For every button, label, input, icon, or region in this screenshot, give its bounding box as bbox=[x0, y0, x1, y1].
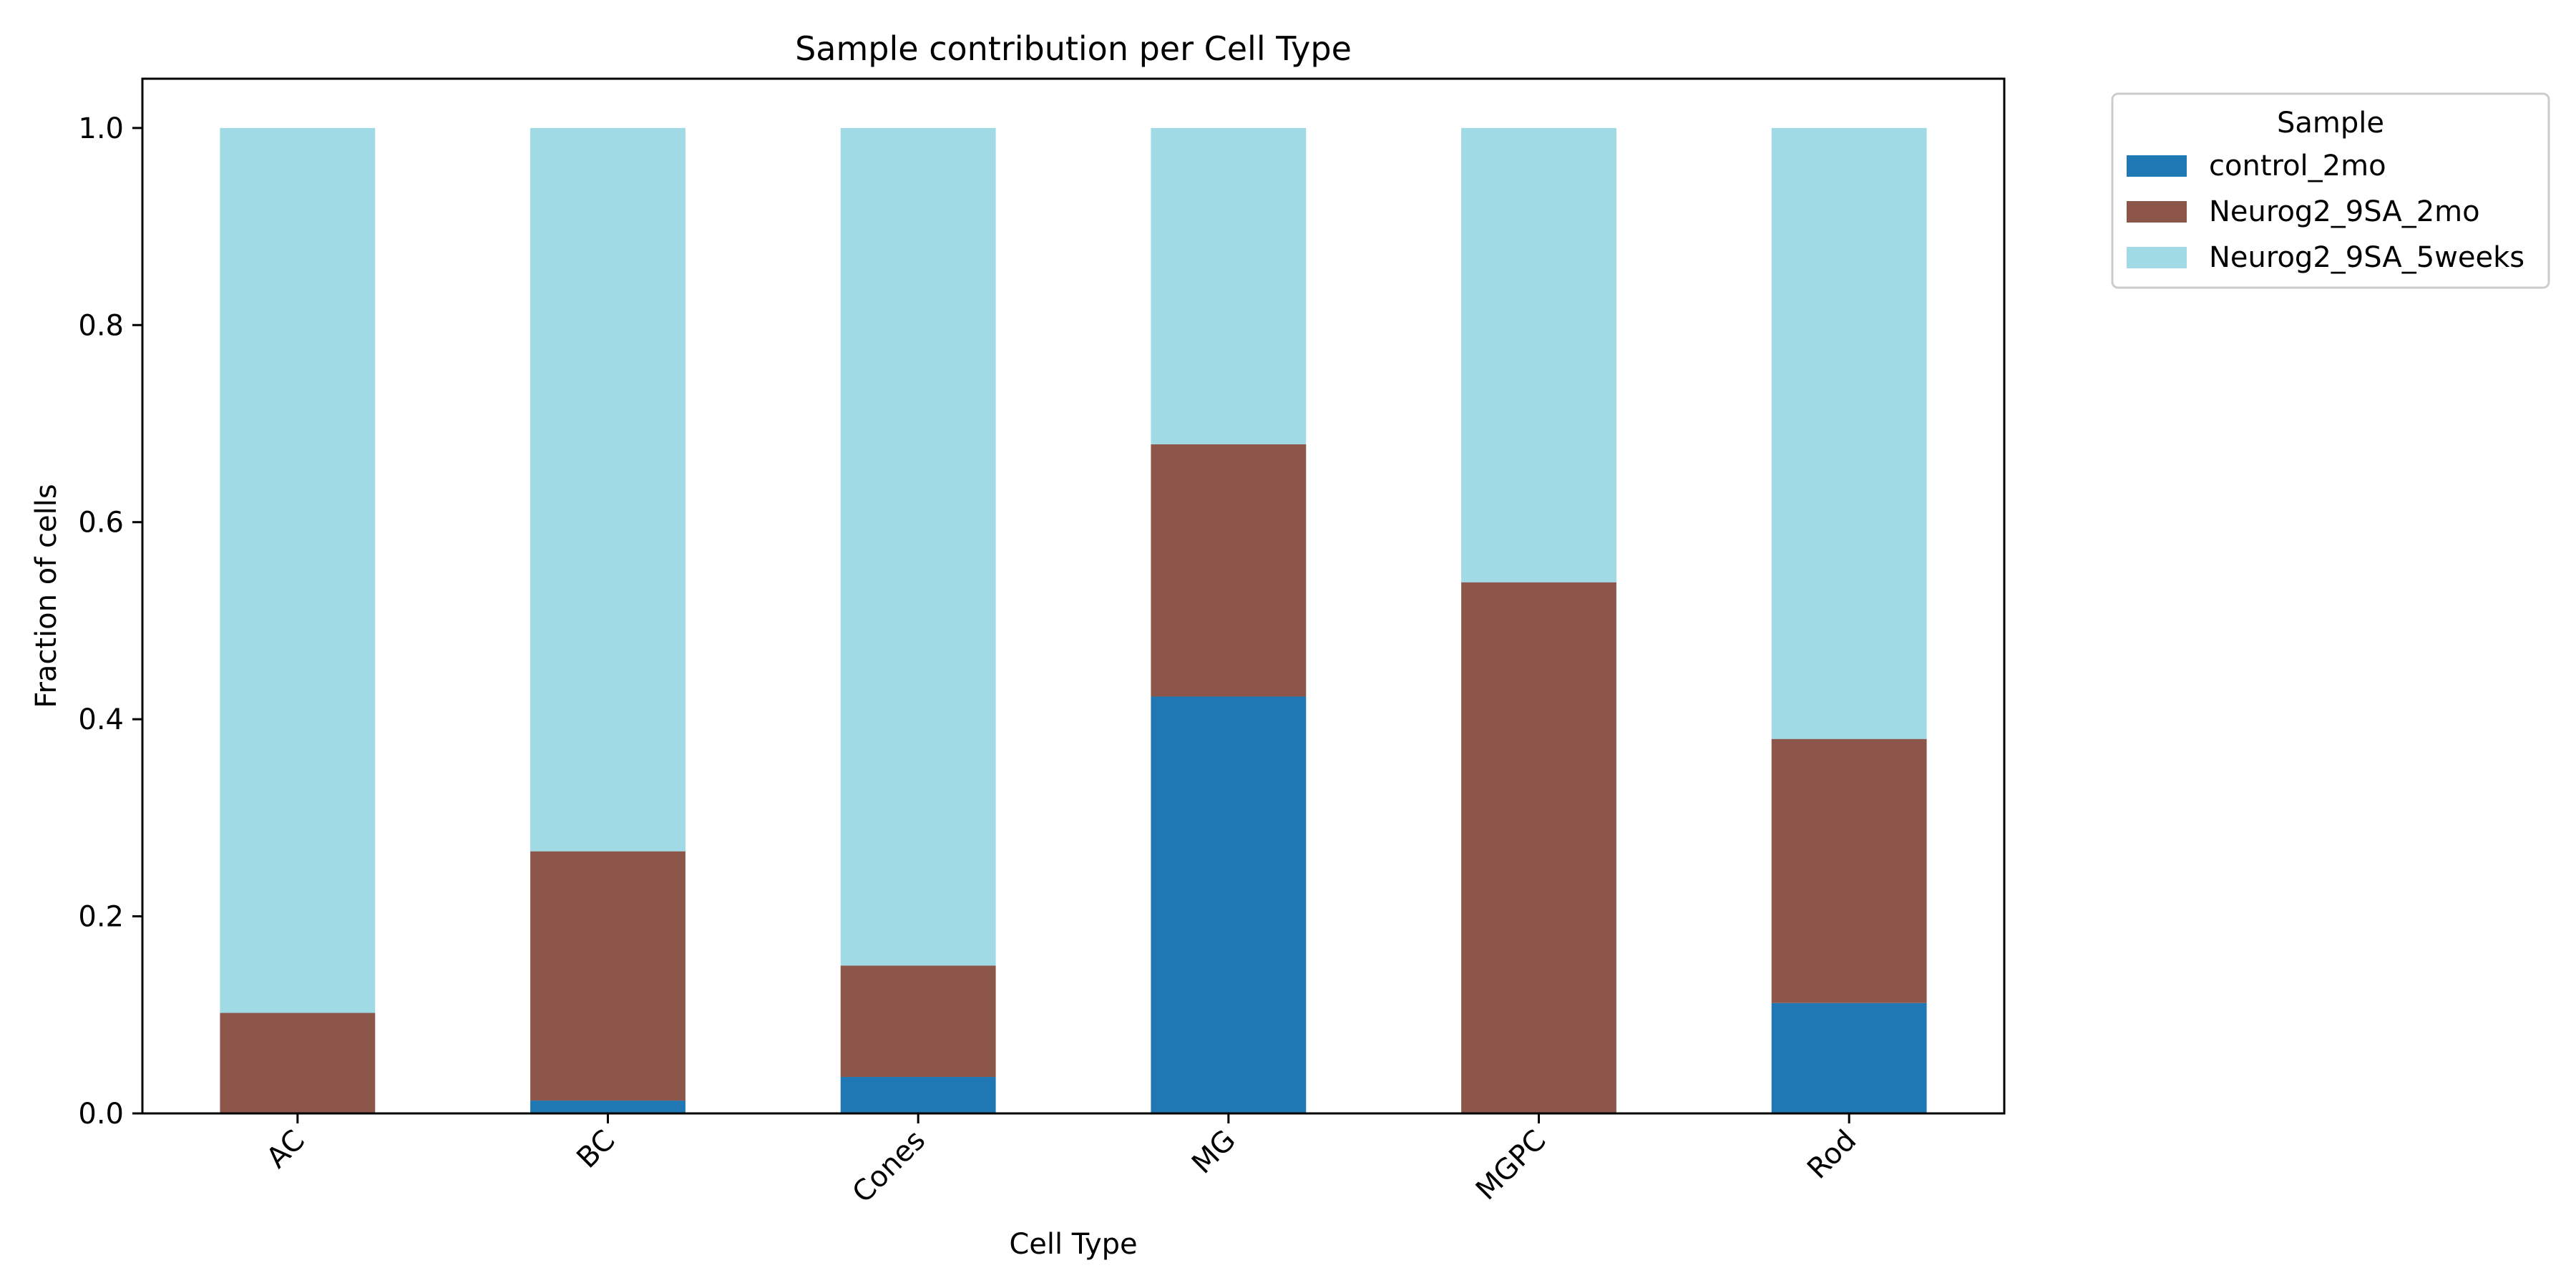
bar-ac-neurog2_9sa_2mo bbox=[220, 1013, 376, 1113]
legend-label-neurog2_9sa_5weeks: Neurog2_9SA_5weeks bbox=[2209, 241, 2524, 274]
legend-label-neurog2_9sa_2mo: Neurog2_9SA_2mo bbox=[2209, 195, 2480, 228]
y-tick-label: 0.4 bbox=[78, 703, 124, 736]
y-axis-label: Fraction of cells bbox=[30, 484, 63, 708]
x-axis-label: Cell Type bbox=[1009, 1228, 1137, 1261]
legend-label-control_2mo: control_2mo bbox=[2209, 150, 2386, 182]
bar-bc-neurog2_9sa_5weeks bbox=[530, 127, 686, 852]
legend-title: Sample bbox=[2277, 107, 2384, 140]
y-tick-label: 0.0 bbox=[78, 1098, 124, 1131]
bar-cones-neurog2_9sa_2mo bbox=[840, 965, 996, 1078]
bar-rod-control_2mo bbox=[1771, 1002, 1927, 1113]
plot-area bbox=[220, 127, 1927, 1113]
y-tick-label: 0.2 bbox=[78, 901, 124, 934]
y-tick-label: 1.0 bbox=[78, 112, 124, 145]
plot-frame bbox=[141, 77, 2006, 1115]
bar-mg-control_2mo bbox=[1151, 696, 1307, 1113]
chart-title: Sample contribution per Cell Type bbox=[795, 29, 1352, 68]
bar-mg-neurog2_9sa_5weeks bbox=[1151, 127, 1307, 444]
legend-swatch-neurog2_9sa_2mo bbox=[2127, 201, 2187, 223]
bar-mgpc-neurog2_9sa_5weeks bbox=[1461, 127, 1616, 582]
bar-mg-neurog2_9sa_2mo bbox=[1151, 444, 1307, 697]
bar-rod-neurog2_9sa_2mo bbox=[1771, 738, 1927, 1003]
bar-rod-neurog2_9sa_5weeks bbox=[1771, 127, 1927, 739]
legend: Sample control_2mo Neurog2_9SA_2mo Neurog2_… bbox=[2111, 92, 2550, 289]
y-axis: 0.0 0.2 0.4 0.6 0.8 1.0 bbox=[78, 112, 142, 1131]
bar-cones-neurog2_9sa_5weeks bbox=[840, 127, 996, 966]
bar-mgpc-neurog2_9sa_2mo bbox=[1461, 582, 1616, 1113]
bar-ac-neurog2_9sa_5weeks bbox=[220, 127, 376, 1013]
legend-box bbox=[2111, 92, 2550, 289]
bar-bc-neurog2_9sa_2mo bbox=[530, 851, 686, 1101]
bar-cones-control_2mo bbox=[840, 1077, 996, 1113]
bar-bc-control_2mo bbox=[530, 1101, 686, 1113]
y-tick-label: 0.6 bbox=[78, 507, 124, 540]
legend-swatch-control_2mo bbox=[2127, 155, 2187, 177]
y-tick-label: 0.8 bbox=[78, 309, 124, 342]
legend-swatch-neurog2_9sa_5weeks bbox=[2127, 247, 2187, 268]
